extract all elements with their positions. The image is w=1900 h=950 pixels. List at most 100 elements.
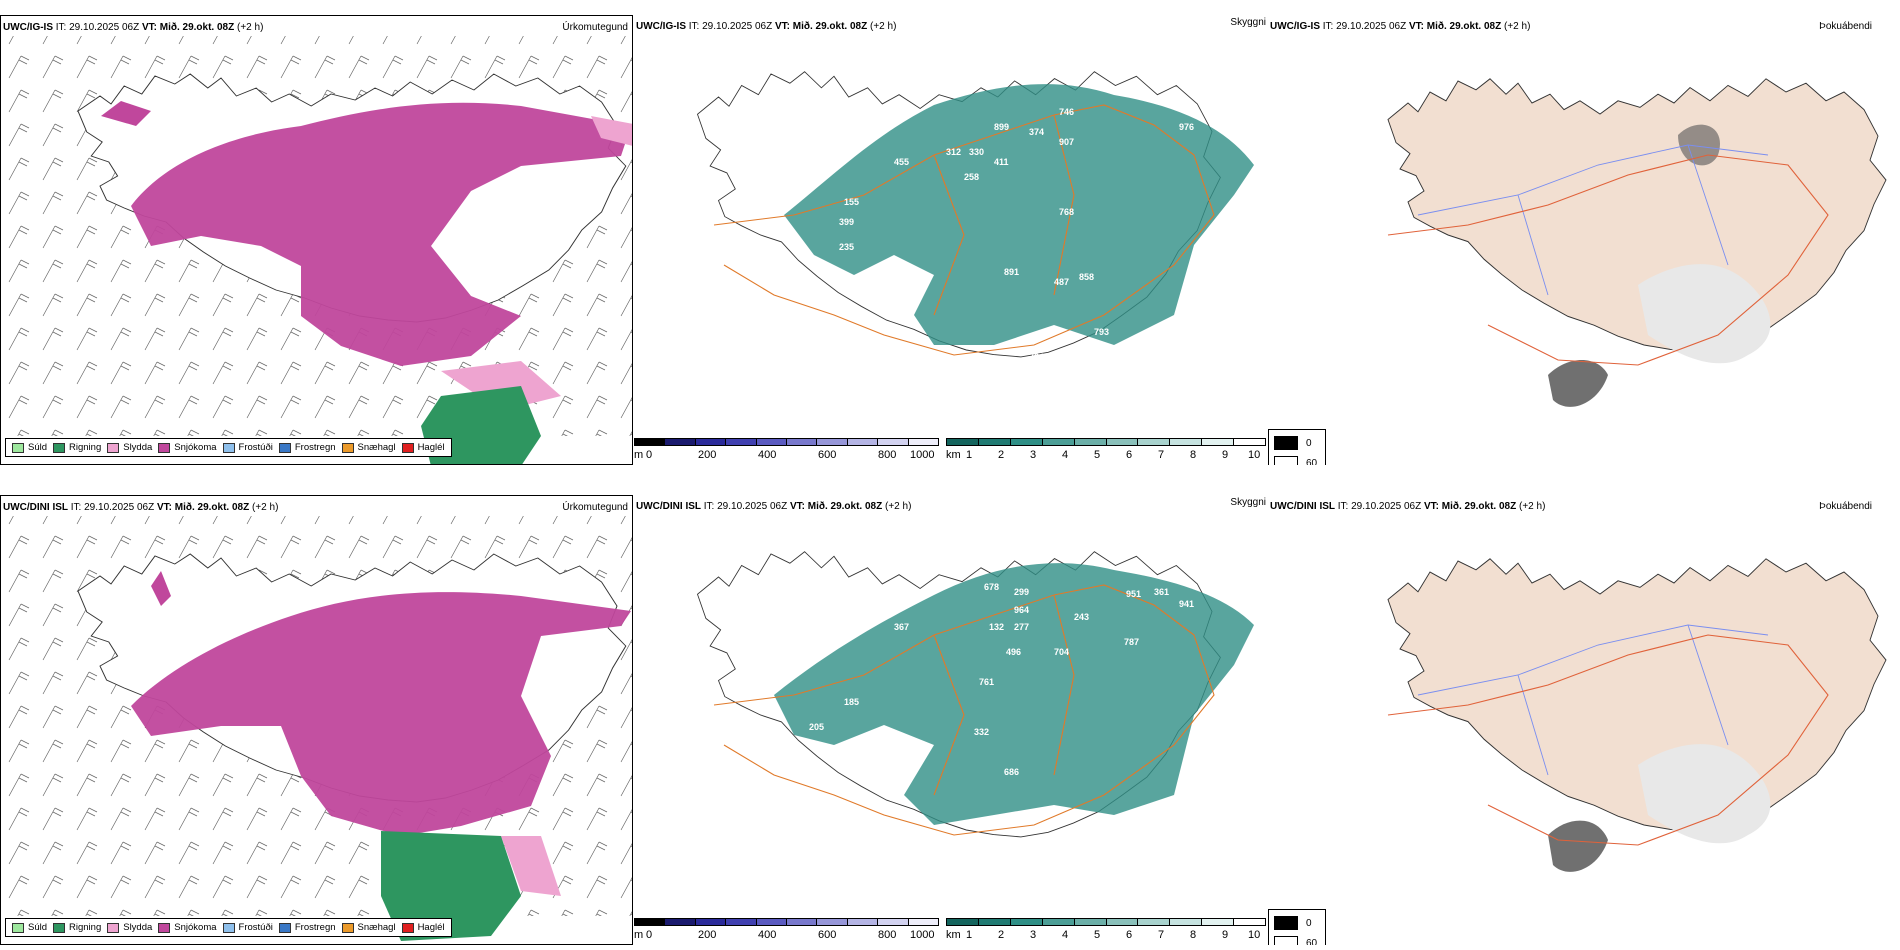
snow-area <box>151 571 171 606</box>
visibility-value-label: 88 <box>1054 379 1064 389</box>
fog-legend-black-swatch <box>1274 916 1298 930</box>
visibility-colorbar: km 1 2 3 4 5 6 7 8 9 10 <box>946 918 1266 945</box>
road-network <box>1387 154 1829 366</box>
snow-area <box>131 592 631 836</box>
visibility-unit: km <box>946 929 961 941</box>
visibility-value-label: 128 <box>764 247 779 257</box>
visibility-value-label: 128 <box>764 727 779 737</box>
precip-type-map <box>1 516 632 941</box>
fog-area <box>1638 744 1771 844</box>
visibility-value-label: 455 <box>894 157 909 167</box>
fog-area <box>1548 360 1608 407</box>
visibility-map: 678 299 964 243 951 361 941 367 132 277 496 704 787 7… <box>696 551 1254 907</box>
legend-item: Slydda <box>107 442 152 453</box>
visibility-value-label: 768 <box>1059 207 1074 217</box>
panel-title: UWC/DINI ISL IT: 29.10.2025 06Z VT: Mið.… <box>3 502 279 513</box>
visibility-value-label: 746 <box>1059 107 1074 117</box>
visibility-value-label: 793 <box>1094 327 1109 337</box>
ceiling-unit: m <box>634 929 644 941</box>
panel-title: UWC/DINI ISL IT: 29.10.2025 06Z VT: Mið.… <box>636 501 912 512</box>
visibility-value-label: 367 <box>894 622 909 632</box>
hail-swatch <box>401 442 414 453</box>
freezing-drizzle-swatch <box>222 442 235 453</box>
visibility-value-label: 180 <box>994 882 1009 892</box>
rain-swatch <box>53 442 66 453</box>
road-network <box>713 584 1215 836</box>
visibility-value-label: 277 <box>1014 622 1029 632</box>
legend-item: Frostúði <box>222 442 273 453</box>
visibility-value-label: 487 <box>1054 277 1069 287</box>
sleet-swatch <box>107 442 120 453</box>
legend-item: Rigning <box>53 922 101 933</box>
fog-legend-white-swatch <box>1274 936 1298 945</box>
visibility-value-label: 616 <box>1059 857 1074 867</box>
visibility-value-label: 478 <box>969 352 984 362</box>
visibility-colorbar: km 1 2 3 4 5 6 7 8 9 10 <box>946 438 1266 465</box>
fog-legend-black-swatch <box>1274 436 1298 450</box>
legend-item: Frostregn <box>278 442 336 453</box>
visibility-panel-bottom: UWC/DINI ISL IT: 29.10.2025 06Z VT: Mið.… <box>634 495 1270 945</box>
legend-item: Haglél <box>401 442 445 453</box>
legend-item: Snæhagl <box>341 442 396 453</box>
visibility-value-label: 559 <box>969 872 984 882</box>
panel-variable: Skyggni <box>1230 497 1266 508</box>
fog-legend: 0 60 <box>1268 429 1326 465</box>
hail-swatch <box>401 922 414 933</box>
fog-legend: 0 60 <box>1268 909 1326 945</box>
freezing-rain-swatch <box>278 922 291 933</box>
sleet-area <box>441 361 561 411</box>
panel-variable: Þokuábendi <box>1819 21 1872 32</box>
fog-area <box>1638 264 1771 364</box>
ceiling-unit: m <box>634 449 644 461</box>
panel-title: UWC/DINI ISL IT: 29.10.2025 06Z VT: Mið.… <box>1270 501 1546 512</box>
sleet-swatch <box>107 922 120 933</box>
fog-panel-top: UWC/IG-IS IT: 29.10.2025 06Z VT: Mið. 29… <box>1268 15 1900 465</box>
visibility-value-label: 562 <box>1059 842 1074 852</box>
rain-area <box>381 831 521 941</box>
panel-title: UWC/IG-IS IT: 29.10.2025 06Z VT: Mið. 29… <box>3 22 264 33</box>
freezing-drizzle-swatch <box>222 922 235 933</box>
snow-pellets-swatch <box>341 922 354 933</box>
visibility-labels: 899 374 746 907 976 455 312 330 411 258 155 768 399 2… <box>764 107 1194 427</box>
legend-item: Snjókoma <box>158 442 217 453</box>
legend-item: Frostregn <box>278 922 336 933</box>
fog-indicator-map <box>1387 558 1887 872</box>
ceiling-colorbar-bar <box>634 918 939 926</box>
fog-legend-white-swatch <box>1274 456 1298 465</box>
ceiling-colorbar-bar <box>634 438 939 446</box>
visibility-value-label: 394 <box>1039 877 1054 887</box>
drizzle-swatch <box>12 442 24 453</box>
visibility-value-label: 332 <box>974 727 989 737</box>
visibility-value-label: 374 <box>1029 127 1044 137</box>
visibility-value-label: 496 <box>1006 647 1021 657</box>
visibility-value-label: 299 <box>1014 587 1029 597</box>
visibility-panel-top: UWC/IG-IS IT: 29.10.2025 06Z VT: Mið. 29… <box>634 15 1270 465</box>
visibility-value-label: 976 <box>1179 122 1194 132</box>
precip-type-legend: Súld Rigning Slydda Snjókoma Frostúði Fr… <box>5 438 452 457</box>
visibility-value-label: 722 <box>1079 897 1094 907</box>
visibility-value-label: 891 <box>1004 267 1019 277</box>
road-network <box>713 104 1215 356</box>
visibility-value-label: 907 <box>1059 137 1074 147</box>
legend-item: Frostúði <box>222 922 273 933</box>
visibility-value-label: 185 <box>844 697 859 707</box>
visibility-value-label: 590 <box>1059 357 1074 367</box>
panel-title: UWC/IG-IS IT: 29.10.2025 06Z VT: Mið. 29… <box>636 21 897 32</box>
visibility-value-label: 361 <box>1154 587 1169 597</box>
visibility-value-label: 761 <box>979 677 994 687</box>
visibility-value-label: 784 <box>1029 352 1044 362</box>
fog-indicator-map <box>1387 78 1887 407</box>
snow-pellets-swatch <box>341 442 354 453</box>
visibility-value-label: 720 <box>1074 417 1089 427</box>
visibility-value-label: 964 <box>1014 605 1029 615</box>
visibility-value-label: 399 <box>839 217 854 227</box>
visibility-map: 899 374 746 907 976 455 312 330 411 258 155 768 399 2… <box>696 71 1254 427</box>
drizzle-swatch <box>12 922 24 933</box>
visibility-value-label: 258 <box>964 172 979 182</box>
visibility-value-label: 704 <box>1054 647 1069 657</box>
panel-variable: Úrkomutegund <box>562 502 628 513</box>
ceiling-colorbar: m 0 200 400 600 800 1000 <box>634 918 944 945</box>
legend-item: Súld <box>12 922 47 933</box>
snow-swatch <box>158 442 171 453</box>
freezing-rain-swatch <box>278 442 291 453</box>
